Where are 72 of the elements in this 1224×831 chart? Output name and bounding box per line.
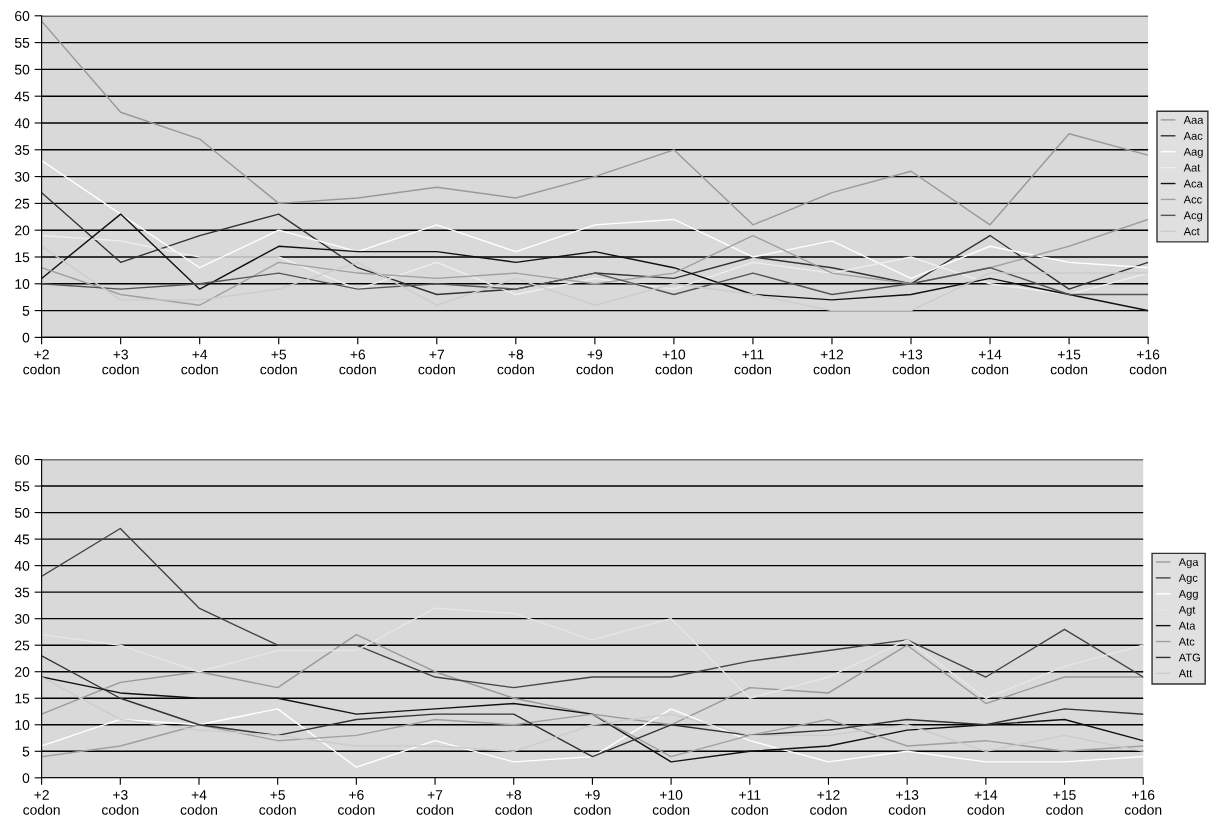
legend-label: Aat: [1183, 163, 1201, 172]
legend-label: ATG: [1178, 653, 1200, 662]
y-tick-label: 25: [15, 640, 30, 651]
x-tick-label: +5 codon: [260, 349, 297, 375]
legend-label: Atc: [1178, 637, 1195, 646]
x-tick-label: +6 codon: [339, 349, 376, 375]
y-tick-label: 50: [14, 507, 30, 518]
x-tick-label: +16 codon: [1129, 349, 1167, 375]
x-tick-label: +5 codon: [259, 790, 296, 815]
y-tick-label: 20: [15, 225, 30, 236]
x-tick-label: +8 codon: [497, 349, 534, 375]
x-tick-label: +13 codon: [892, 349, 930, 375]
x-tick-label: +13 codon: [888, 789, 926, 815]
x-tick-label: +9 codon: [576, 349, 613, 375]
legend-label: Aag: [1183, 147, 1203, 158]
legend-label: Act: [1183, 227, 1200, 236]
y-tick-label: 10: [15, 279, 30, 289]
y-tick-label: 45: [14, 91, 30, 102]
y-tick-label: 55: [14, 38, 30, 48]
y-tick-label: 35: [14, 587, 30, 598]
x-tick-label: +12 codon: [810, 789, 847, 815]
x-tick-label: +15 codon: [1050, 349, 1088, 375]
x-tick-label: +12 codon: [813, 349, 850, 375]
x-tick-label: +4 codon: [180, 790, 218, 815]
legend-label: Att: [1178, 669, 1193, 678]
x-tick-label: +3 codon: [101, 789, 139, 815]
x-tick-label: +16 codon: [1124, 789, 1162, 815]
y-tick-label: 30: [14, 614, 30, 624]
y-tick-label: 35: [14, 145, 30, 155]
x-tick-label: +15 codon: [1046, 790, 1083, 815]
legend-label: Acc: [1183, 195, 1202, 204]
x-tick-label: +14 codon: [967, 790, 1004, 815]
y-tick-label: 0: [22, 773, 30, 783]
y-tick-label: 50: [14, 64, 30, 75]
x-tick-label: +8 codon: [495, 789, 532, 815]
x-tick-label: +10 codon: [652, 789, 690, 815]
x-tick-label: +11 codon: [734, 349, 771, 375]
y-tick-label: 40: [14, 560, 30, 571]
x-tick-label: +2 codon: [23, 349, 60, 375]
y-tick-label: 5: [22, 746, 30, 757]
x-tick-label: +3 codon: [102, 349, 139, 375]
legend-label: Aaa: [1183, 116, 1204, 124]
x-tick-label: +11 codon: [731, 790, 768, 815]
legend-label: Aca: [1183, 179, 1203, 188]
x-tick-label: +6 codon: [338, 789, 375, 815]
y-tick-label: 30: [14, 171, 30, 182]
y-tick-label: 25: [15, 198, 30, 209]
legend-label: Acg: [1183, 211, 1203, 222]
legend-label: Agt: [1178, 605, 1196, 616]
x-tick-label: +9 codon: [574, 789, 611, 815]
y-tick-label: 15: [15, 693, 30, 704]
y-tick-label: 60: [15, 454, 30, 465]
y-tick-label: 5: [22, 306, 30, 316]
x-tick-label: +14 codon: [971, 349, 1009, 375]
legend-label: Ata: [1178, 621, 1196, 630]
y-tick-label: 40: [14, 118, 30, 129]
y-tick-label: 0: [22, 332, 30, 343]
legend-label: Aac: [1183, 132, 1203, 140]
x-tick-label: +7 codon: [416, 790, 454, 815]
y-tick-label: 60: [15, 11, 30, 21]
x-tick-label: +2 codon: [23, 789, 60, 815]
y-tick-label: 55: [14, 481, 30, 492]
x-tick-label: +10 codon: [655, 349, 692, 375]
x-tick-label: +4 codon: [181, 349, 218, 375]
x-tick-label: +7 codon: [418, 349, 455, 375]
y-tick-label: 10: [15, 720, 30, 730]
y-tick-label: 45: [14, 534, 30, 545]
y-tick-label: 15: [15, 252, 30, 263]
y-tick-label: 20: [15, 667, 30, 677]
legend-label: Aga: [1178, 558, 1199, 569]
legend-label: Agc: [1178, 574, 1198, 585]
legend-label: Agg: [1178, 590, 1198, 600]
